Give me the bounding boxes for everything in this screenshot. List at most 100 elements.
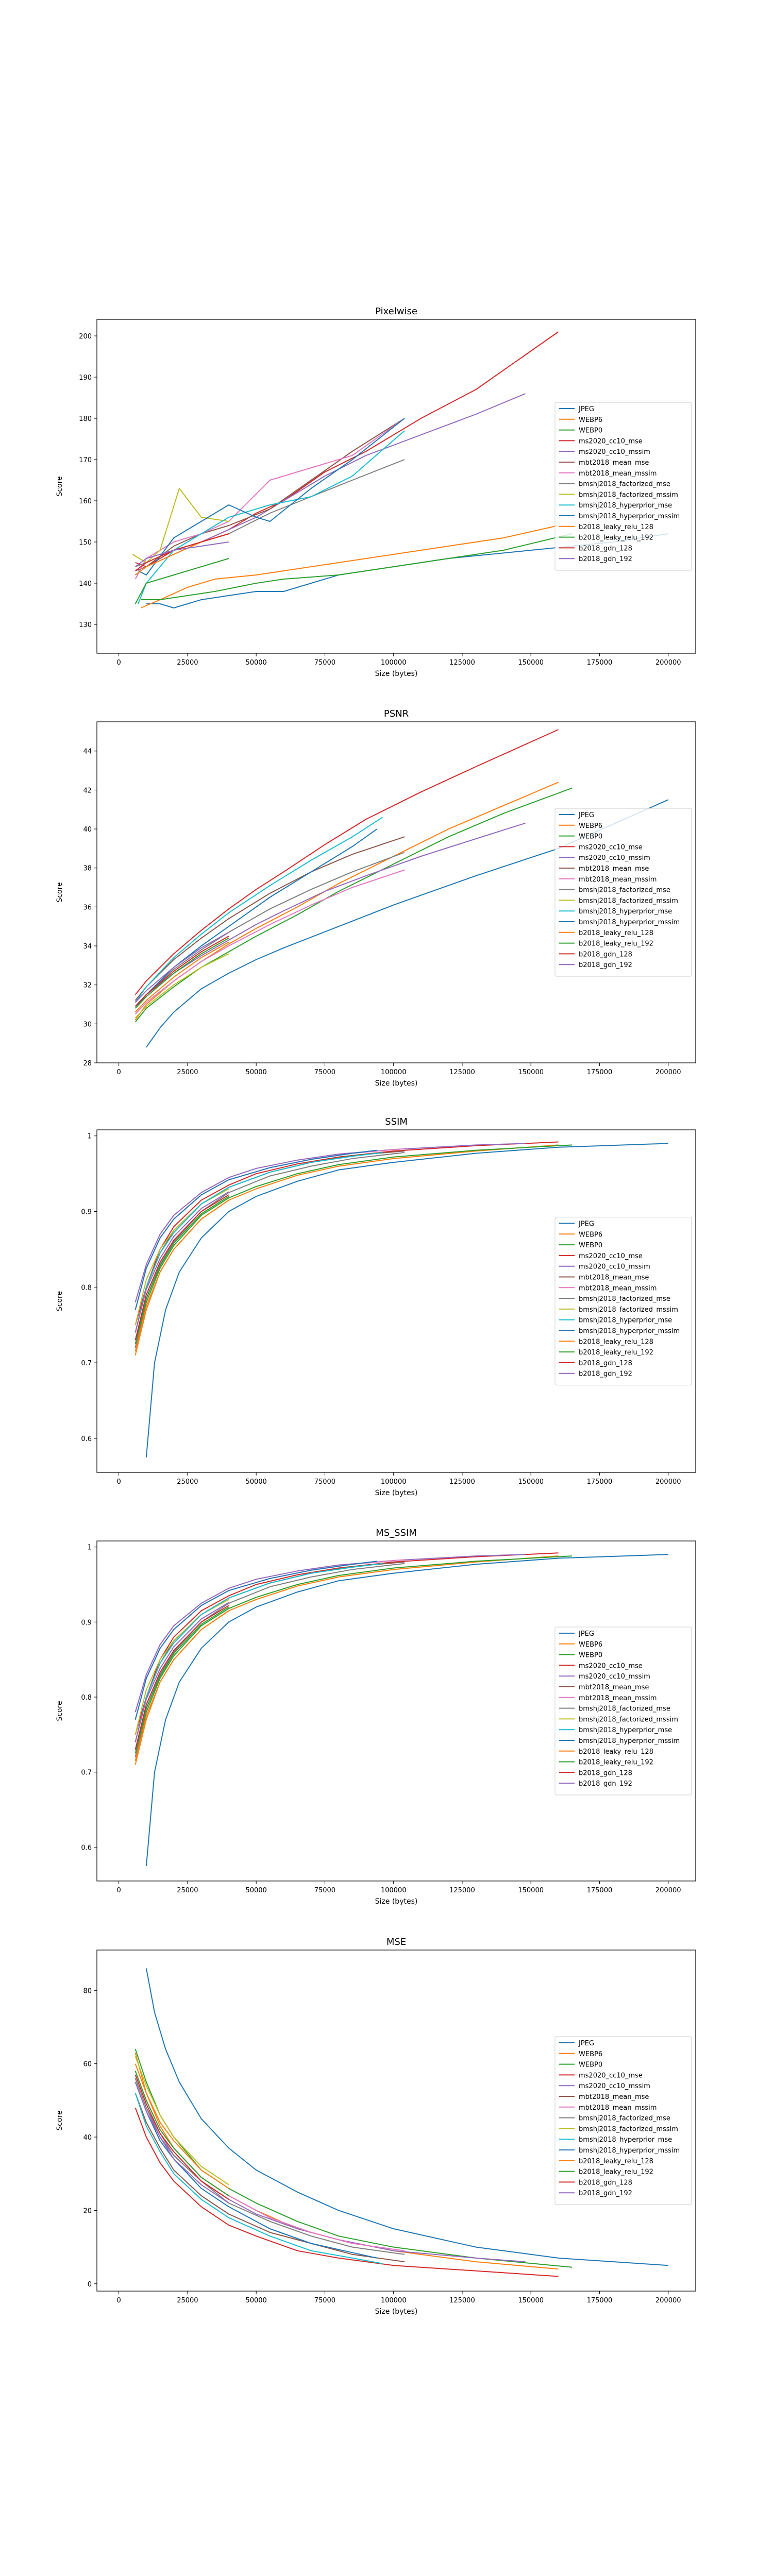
chart-panel-2: SSIM 0 25000 50000 75000 100000 125000 150000 17… (56, 1116, 696, 1497)
y-tick-label: 38 (83, 865, 92, 873)
legend-label: JPEG (578, 811, 594, 819)
series-line (135, 1144, 559, 1355)
legend-label: b2018_leaky_relu_128 (579, 1748, 653, 1756)
series-group (132, 331, 668, 608)
x-tick-label: 175000 (587, 2297, 613, 2304)
x-tick-label: 150000 (518, 1478, 544, 1486)
chart-panel-4: MSE 0 25000 50000 75000 100000 125000 150000 175… (56, 1937, 696, 2316)
x-tick-label: 50000 (245, 1887, 266, 1894)
legend-label: b2018_leaky_relu_128 (579, 1338, 653, 1346)
legend-label: mbt2018_mean_mse (579, 2093, 649, 2101)
y-tick-label: 130 (79, 621, 92, 629)
x-tick-label: 150000 (518, 659, 544, 667)
legend-label: ms2020_cc10_mssim (579, 2082, 650, 2090)
legend: JPEG WEBP6 WEBP0 ms2020_cc10_mse ms2020_cc10… (554, 1217, 692, 1385)
chart-panel-0: Pixelwise 0 25000 50000 75000 100000 125000 150… (56, 306, 696, 678)
legend-label: JPEG (578, 1630, 594, 1638)
series-line (135, 1606, 229, 1754)
series-line (145, 1143, 668, 1458)
x-axis-label: Size (bytes) (375, 2308, 418, 2316)
x-tick-label: 0 (117, 1478, 121, 1486)
legend-label: ms2020_cc10_mssim (579, 448, 650, 456)
series-line (135, 1143, 526, 1302)
legend-label: bmshj2018_factorized_mssim (579, 1716, 678, 1723)
y-tick-label: 60 (83, 2061, 92, 2069)
x-tick-label: 0 (117, 2297, 121, 2304)
legend-label: ms2020_cc10_mse (579, 437, 643, 445)
x-tick-label: 100000 (381, 1069, 407, 1076)
y-tick-label: 180 (79, 415, 92, 423)
legend-label: bmshj2018_hyperprior_mssim (579, 2147, 680, 2155)
legend-label: b2018_gdn_192 (579, 555, 632, 563)
x-tick-label: 100000 (381, 659, 407, 667)
legend: JPEG WEBP6 WEBP0 ms2020_cc10_mse ms2020_cc10… (554, 1626, 692, 1795)
legend-label: b2018_gdn_192 (579, 2190, 632, 2197)
x-tick-label: 125000 (449, 1069, 475, 1076)
y-tick-label: 0.8 (81, 1694, 92, 1702)
x-tick-label: 200000 (656, 1478, 681, 1486)
x-tick-label: 150000 (518, 1887, 544, 1894)
legend-label: mbt2018_mean_mssim (579, 1284, 657, 1292)
series-line (135, 2071, 229, 2196)
legend-label: JPEG (578, 1221, 594, 1228)
legend-label: bmshj2018_factorized_mssim (579, 2125, 678, 2133)
legend-label: ms2020_cc10_mse (579, 1662, 643, 1670)
legend-label: ms2020_cc10_mse (579, 2072, 643, 2079)
y-tick-label: 190 (79, 374, 92, 382)
x-tick-label: 200000 (656, 1069, 681, 1076)
series-group (135, 1968, 668, 2277)
y-tick-label: 34 (83, 943, 92, 951)
series-line (135, 941, 229, 1013)
x-axis-label: Size (bytes) (375, 1897, 418, 1906)
y-axis-label: Score (56, 2110, 64, 2130)
series-line (135, 1561, 377, 1720)
legend-label: JPEG (578, 2040, 594, 2047)
legend-label: b2018_leaky_relu_192 (579, 1349, 653, 1357)
legend-label: WEBP6 (579, 1641, 602, 1649)
series-line (135, 869, 405, 1015)
series-line (145, 1968, 668, 2266)
x-tick-label: 150000 (518, 2297, 544, 2304)
series-line (135, 541, 229, 567)
series-line (135, 787, 573, 1023)
series-line (135, 1152, 383, 1333)
x-tick-label: 100000 (381, 1478, 407, 1486)
legend-label: bmshj2018_hyperprior_mssim (579, 1328, 680, 1335)
x-tick-label: 125000 (449, 2297, 475, 2304)
y-tick-label: 20 (83, 2207, 92, 2215)
x-tick-label: 0 (117, 1887, 121, 1894)
y-tick-label: 200 (79, 333, 92, 341)
legend-label: WEBP0 (579, 1242, 602, 1249)
x-tick-label: 75000 (314, 659, 335, 667)
chart-title: Pixelwise (375, 306, 417, 317)
legend-label: mbt2018_mean_mse (579, 865, 649, 873)
series-line (135, 1602, 229, 1742)
x-tick-label: 25000 (177, 1069, 198, 1076)
x-tick-label: 125000 (449, 659, 475, 667)
x-axis-label: Size (bytes) (375, 670, 418, 678)
chart-panel-3: MS_SSIM 0 25000 50000 75000 100000 125000 15000… (56, 1528, 696, 1906)
series-line (135, 1144, 573, 1348)
legend-label: WEBP0 (579, 1652, 602, 1659)
legend-label: b2018_gdn_192 (579, 1370, 632, 1378)
x-tick-label: 50000 (245, 659, 266, 667)
legend-box (554, 1217, 692, 1385)
series-line (135, 1552, 559, 1735)
legend-label: bmshj2018_factorized_mssim (579, 491, 678, 499)
x-axis-label: Size (bytes) (375, 1079, 418, 1088)
series-line (135, 2074, 229, 2200)
legend-label: bmshj2018_factorized_mse (579, 1295, 670, 1303)
legend-label: bmshj2018_hyperprior_mse (579, 1726, 672, 1734)
y-tick-label: 0.7 (81, 1360, 92, 1367)
x-tick-label: 125000 (449, 1887, 475, 1894)
series-line (140, 525, 559, 608)
series-line (135, 817, 383, 1003)
legend-label: WEBP6 (579, 2050, 602, 2058)
plot-frame (96, 1129, 696, 1473)
legend-label: b2018_leaky_relu_192 (579, 1759, 653, 1767)
chart-title: SSIM (385, 1116, 408, 1127)
chart-panel-1: PSNR 0 25000 50000 75000 100000 125000 150000 17… (56, 708, 696, 1088)
legend-label: b2018_gdn_128 (579, 1360, 632, 1367)
legend-label: bmshj2018_factorized_mse (579, 481, 670, 488)
legend-label: bmshj2018_factorized_mse (579, 887, 670, 894)
